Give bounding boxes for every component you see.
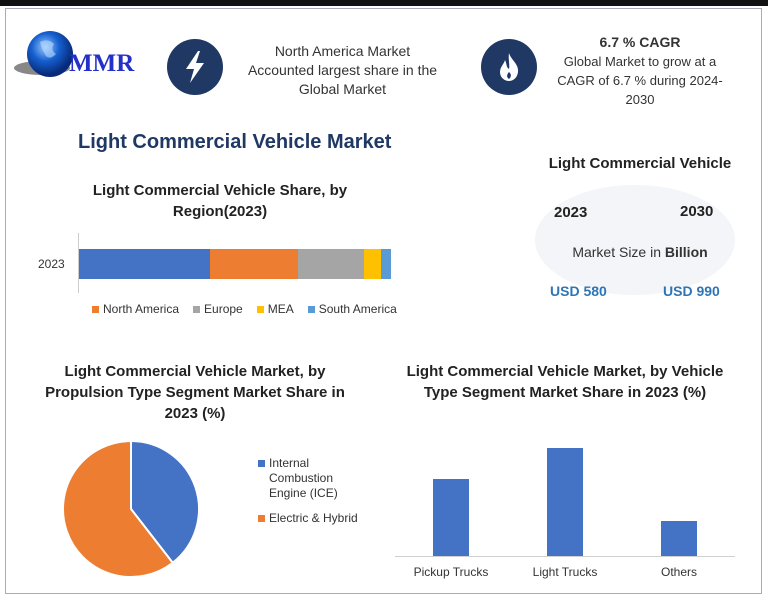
market-size-panel: Light Commercial Vehicle 2023 2030 Marke…	[520, 150, 750, 310]
propulsion-chart-title: Light Commercial Vehicle Market, by Prop…	[45, 363, 345, 422]
info-line: Accounted largest share in the	[247, 62, 438, 78]
lightning-icon	[167, 39, 223, 95]
bar-segment	[363, 249, 381, 279]
bar-segment	[210, 249, 299, 279]
legend-label: North America	[103, 302, 180, 316]
label-prefix: Market Size in	[572, 244, 665, 260]
logo-text: MMR	[69, 50, 135, 77]
pie-slice	[130, 439, 200, 565]
value-2030: USD 990	[663, 283, 720, 299]
region-chart-title: Light Commercial Vehicle Share, by Regio…	[92, 182, 348, 220]
info-line: Global Market to grow at a	[563, 54, 717, 69]
propulsion-legend: Internal Combustion Engine (ICE) Electri…	[258, 456, 368, 525]
top-bar	[0, 0, 768, 6]
north-america-info: North America Market Accounted largest s…	[235, 42, 450, 99]
year-2030: 2030	[680, 203, 714, 220]
stacked-bar	[79, 249, 391, 279]
bar	[433, 479, 469, 556]
y-tick-label: 2023	[38, 257, 65, 271]
legend-item: MEA	[256, 302, 294, 316]
legend-item: Internal Combustion Engine (ICE)	[258, 456, 368, 501]
pie-slice	[62, 439, 175, 578]
vehicle-type-chart-title: Light Commercial Vehicle Market, by Vehi…	[406, 363, 724, 401]
mmr-logo: MMR	[12, 28, 152, 88]
info-line: North America Market	[274, 43, 411, 59]
info-line: CAGR of 6.7 % during 2024-	[557, 73, 723, 88]
x-tick-label: Others	[660, 565, 697, 579]
x-tick-label: Pickup Trucks	[413, 565, 489, 579]
legend-swatch	[193, 305, 201, 313]
region-legend: North America Europe MEA South America	[92, 302, 397, 316]
value-2023: USD 580	[550, 283, 607, 299]
market-size-label: Market Size in Billion	[520, 244, 760, 260]
legend-label: Europe	[204, 302, 243, 316]
vehicle-type-bars: Pickup Trucks Light Trucks Others	[395, 440, 735, 579]
bar	[547, 448, 583, 556]
legend-item: North America	[92, 302, 179, 316]
legend-label: South America	[318, 302, 397, 316]
year-2023: 2023	[554, 204, 588, 221]
flame-icon	[481, 39, 537, 95]
legend-label: MEA	[267, 302, 294, 316]
legend-label: Internal Combustion Engine (ICE)	[269, 456, 338, 500]
infographic-frame	[5, 8, 762, 594]
legend-swatch	[92, 305, 99, 313]
legend-item: South America	[307, 302, 397, 316]
bar	[661, 521, 697, 556]
legend-swatch	[307, 305, 315, 313]
cagr-info: 6.7 % CAGR Global Market to grow at a CA…	[545, 33, 735, 109]
bar-segment	[79, 249, 211, 279]
legend-item: Europe	[193, 302, 243, 316]
legend-swatch	[258, 514, 265, 522]
propulsion-pie	[62, 439, 200, 578]
legend-item: Electric & Hybrid	[258, 511, 368, 525]
x-tick-label: Light Trucks	[532, 565, 598, 579]
page-title: Light Commercial Vehicle Market	[78, 131, 392, 153]
bar-segment	[298, 249, 364, 279]
world-map-watermark-icon	[535, 185, 735, 295]
globe-logo-icon	[14, 31, 73, 77]
legend-swatch	[258, 460, 265, 467]
legend-label: Electric & Hybrid	[269, 511, 358, 525]
info-line: 2030	[625, 92, 655, 107]
label-unit: Billion	[664, 244, 708, 260]
cagr-title: 6.7 % CAGR	[599, 34, 681, 50]
bar-segment	[380, 249, 391, 279]
info-line: Global Market	[298, 81, 387, 97]
legend-swatch	[256, 305, 264, 313]
y-axis	[78, 233, 79, 293]
market-size-title: Light Commercial Vehicle	[548, 155, 732, 172]
